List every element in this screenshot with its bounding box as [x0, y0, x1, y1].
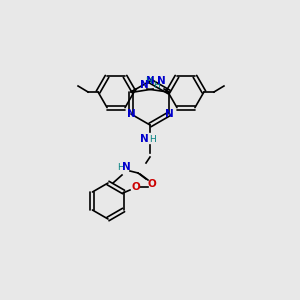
Text: N: N	[127, 109, 135, 119]
Text: N: N	[122, 162, 130, 172]
Text: N: N	[165, 109, 173, 119]
Text: N: N	[146, 76, 154, 86]
Text: O: O	[148, 179, 156, 189]
Text: H: H	[117, 163, 123, 172]
Text: N: N	[140, 80, 148, 90]
Text: H: H	[148, 134, 155, 143]
Text: N: N	[157, 76, 165, 86]
Text: H: H	[146, 76, 152, 85]
Text: O: O	[132, 182, 140, 192]
Text: N: N	[140, 134, 148, 144]
Text: H: H	[153, 80, 159, 89]
